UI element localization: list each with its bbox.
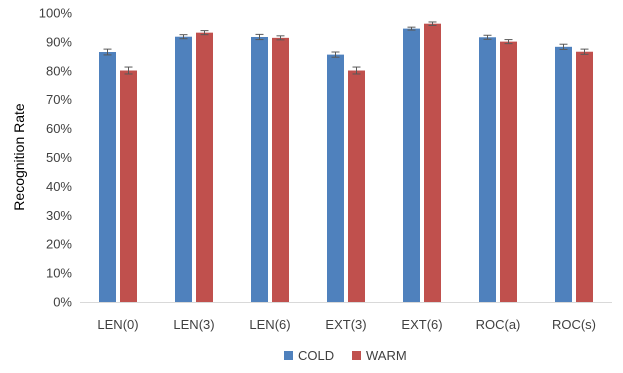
error-bar-cold-2	[255, 33, 264, 41]
y-tick-label: 70%	[46, 92, 72, 107]
y-tick-labels: 0% 10% 20% 30% 40% 50% 60% 70% 80% 90% 100%	[39, 6, 73, 310]
legend-swatch	[284, 351, 293, 360]
error-bar-cold-1	[179, 34, 188, 40]
error-bar-warm-5	[504, 39, 513, 45]
y-tick-label: 90%	[46, 34, 72, 49]
error-bar-cold-0	[103, 48, 112, 56]
bar-cold-1	[175, 36, 192, 303]
bar-cold-2	[251, 36, 268, 302]
x-tick-label: LEN(3)	[173, 317, 214, 332]
y-tick-label: 80%	[46, 63, 72, 78]
bar-warm-0	[120, 70, 137, 302]
error-bar-warm-0	[124, 66, 133, 75]
bars	[99, 23, 593, 303]
error-bar-warm-4	[428, 21, 437, 26]
y-axis-title: Recognition Rate	[11, 103, 27, 211]
error-bar-warm-6	[580, 48, 589, 55]
y-axis-title-group: Recognition Rate	[11, 103, 27, 211]
x-tick-label: EXT(3)	[325, 317, 366, 332]
y-tick-label: 40%	[46, 179, 72, 194]
bar-warm-2	[272, 37, 289, 302]
x-tick-label: EXT(6)	[401, 317, 442, 332]
y-tick-label: 50%	[46, 150, 72, 165]
y-tick-label: 20%	[46, 237, 72, 252]
bar-cold-3	[327, 54, 344, 303]
y-tick-label: 30%	[46, 208, 72, 223]
x-tick-labels: LEN(0) LEN(3) LEN(6) EXT(3) EXT(6) ROC(a) ROC(…	[97, 317, 596, 332]
bar-warm-5	[500, 41, 517, 303]
error-bar-cold-5	[483, 34, 492, 40]
bar-warm-4	[424, 23, 441, 303]
error-bar-warm-3	[352, 66, 361, 75]
y-tick-label: 100%	[39, 6, 73, 21]
y-tick-label: 10%	[46, 266, 72, 281]
y-tick-label: 0%	[53, 295, 72, 310]
error-bar-cold-6	[559, 43, 568, 50]
x-tick-label: LEN(0)	[97, 317, 138, 332]
error-bars	[103, 21, 589, 75]
x-tick-label: ROC(a)	[476, 317, 521, 332]
error-bar-cold-3	[331, 51, 340, 58]
bar-warm-1	[196, 32, 213, 302]
legend-swatch	[352, 351, 361, 360]
bar-warm-3	[348, 70, 365, 302]
bar-cold-5	[479, 37, 496, 302]
bar-cold-0	[99, 52, 116, 302]
error-bar-cold-4	[407, 26, 416, 31]
legend-label: WARM	[366, 348, 407, 363]
x-tick-label: LEN(6)	[249, 317, 290, 332]
x-tick-label: ROC(s)	[552, 317, 596, 332]
y-tick-label: 60%	[46, 121, 72, 136]
legend-item-cold: COLD	[284, 348, 334, 363]
error-bar-warm-1	[200, 30, 209, 36]
bar-cold-4	[403, 28, 420, 303]
legend-label: COLD	[298, 348, 334, 363]
bar-cold-6	[555, 46, 572, 302]
legend-item-warm: WARM	[352, 348, 407, 363]
error-bar-warm-2	[276, 35, 285, 41]
bar-warm-6	[576, 51, 593, 303]
legend: COLD WARM	[284, 348, 407, 363]
